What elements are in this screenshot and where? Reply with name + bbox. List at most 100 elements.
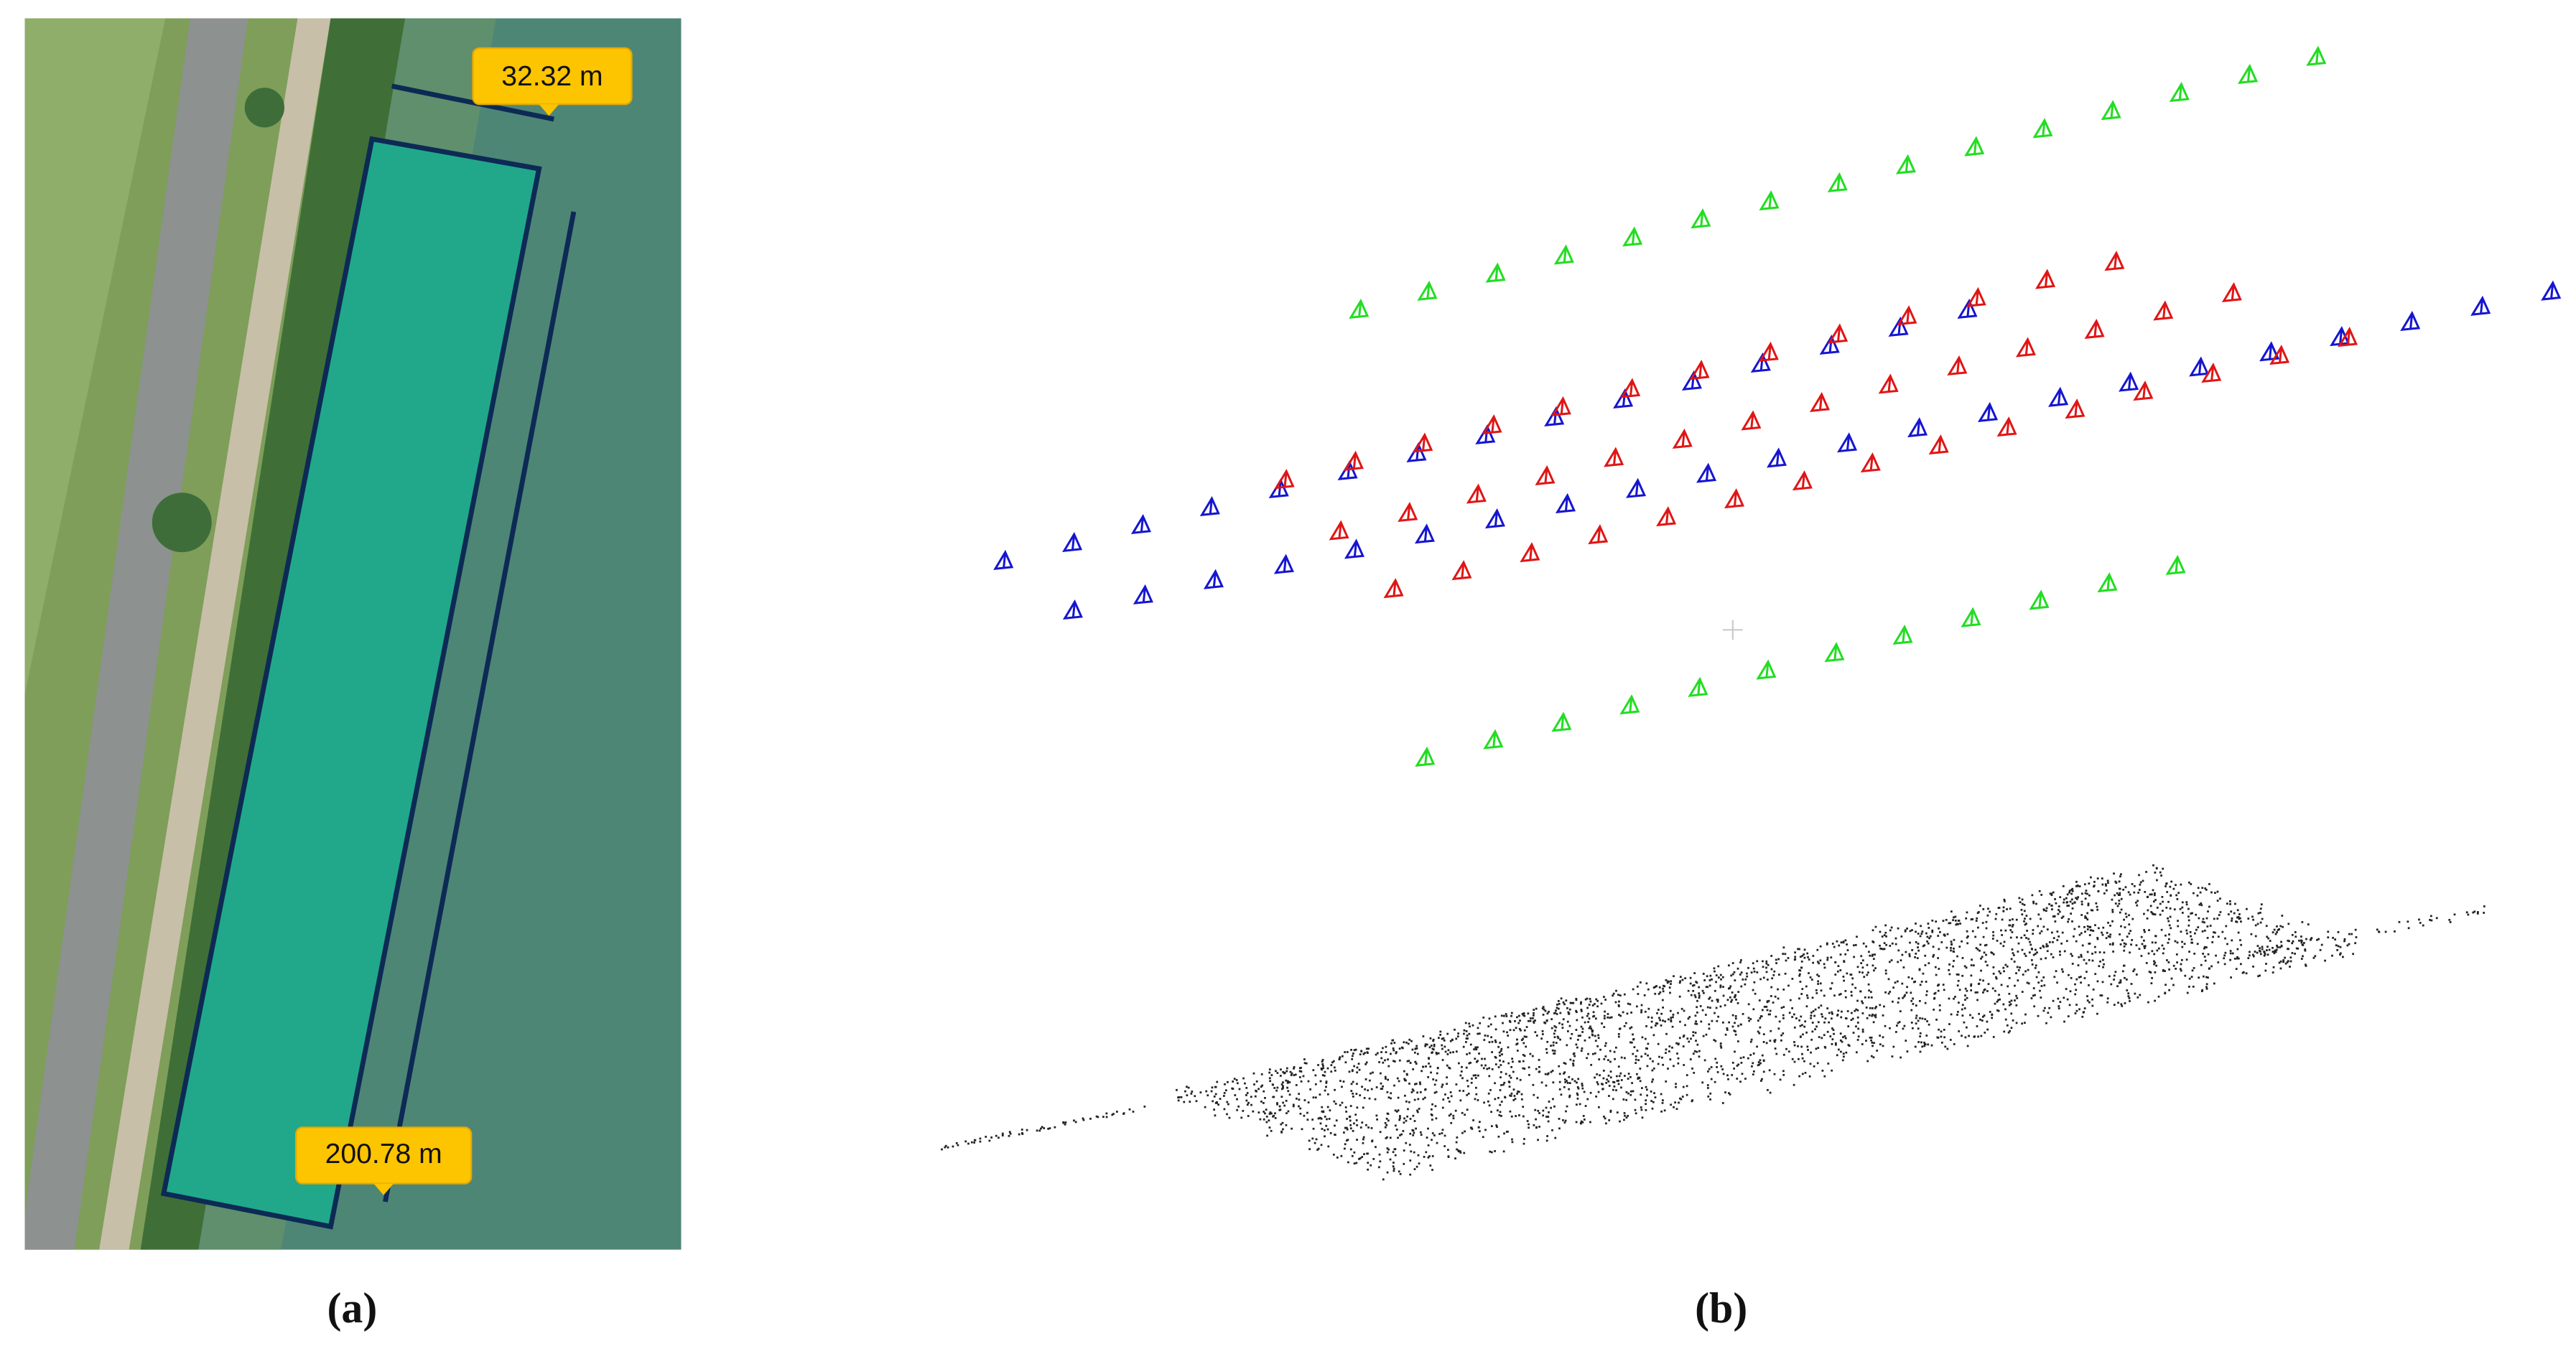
point (2052, 999, 2055, 1002)
point (2119, 981, 2122, 984)
point (2176, 961, 2178, 963)
point (2124, 943, 2127, 946)
point (2172, 984, 2175, 986)
point (2276, 931, 2278, 933)
point (1782, 1014, 1785, 1017)
point (1897, 949, 1900, 952)
point (1533, 1014, 1535, 1017)
point (1974, 991, 1977, 994)
point (2112, 951, 2114, 953)
point (1840, 1050, 1842, 1053)
point (1553, 1105, 1556, 1108)
point (2060, 917, 2063, 919)
point (2065, 988, 2068, 990)
point (2263, 954, 2266, 957)
point (2327, 930, 2330, 933)
point (1643, 994, 1646, 996)
point (2096, 938, 2099, 940)
point (2048, 941, 2051, 943)
point (1918, 968, 1921, 971)
point (1580, 1025, 1583, 1028)
point (1954, 915, 1957, 918)
point (1791, 978, 1794, 980)
point (1617, 1079, 1620, 1082)
point (2213, 931, 2215, 933)
camera (2237, 63, 2259, 84)
point (1359, 1094, 1362, 1097)
point (2205, 946, 2208, 948)
point (1553, 1050, 1556, 1052)
point (1347, 1139, 1349, 1141)
point (1487, 1092, 1490, 1095)
point (1353, 1151, 1356, 1154)
point (2128, 932, 2131, 935)
point (1775, 958, 1777, 961)
point (1512, 1060, 1514, 1063)
point (1186, 1085, 1188, 1088)
point (1334, 1088, 1336, 1091)
point (1349, 1148, 1352, 1151)
point (1994, 1002, 1996, 1005)
point (1416, 1109, 1418, 1112)
point (1994, 989, 1996, 992)
point (1884, 991, 1887, 994)
point (2106, 997, 2109, 1000)
point (1626, 1012, 1629, 1015)
point (2153, 953, 2156, 956)
point (1544, 1022, 1547, 1024)
point (1687, 1017, 1690, 1020)
point (1604, 1055, 1607, 1057)
point (2081, 1015, 2084, 1018)
point (1370, 1164, 1372, 1167)
point (1925, 994, 1928, 996)
point (2108, 943, 2111, 946)
point (1924, 954, 1927, 957)
point (2162, 948, 2165, 950)
point (1946, 933, 1949, 935)
point (1915, 1014, 1918, 1017)
point (2288, 940, 2290, 943)
point (1698, 1055, 1701, 1058)
point (2279, 925, 2282, 928)
point (1749, 1018, 1752, 1020)
point (1709, 974, 1712, 977)
point (2035, 948, 2037, 951)
point (1586, 1007, 1589, 1009)
point (2150, 911, 2153, 913)
point (1299, 1112, 1302, 1115)
point (1902, 966, 1905, 968)
point (1855, 1025, 1857, 1028)
point (1568, 1024, 1571, 1027)
point (1715, 981, 1717, 984)
point (1798, 974, 1801, 977)
point (1807, 1049, 1809, 1051)
point (2229, 952, 2232, 955)
point (1204, 1106, 1206, 1108)
point (1409, 1159, 1412, 1162)
point (1413, 1131, 1415, 1134)
point (1459, 1074, 1462, 1077)
point (1928, 962, 1930, 965)
point (1473, 1048, 1475, 1050)
point (1602, 1077, 1605, 1080)
point (1441, 1106, 1444, 1109)
point (1803, 948, 1806, 951)
camera (1837, 432, 1858, 453)
point (2050, 892, 2053, 895)
point (1856, 1039, 1859, 1041)
point (1912, 1003, 1915, 1005)
point (2089, 929, 2092, 932)
point (1471, 1024, 1474, 1027)
point (1868, 1014, 1871, 1017)
point (2115, 882, 2118, 884)
point (1687, 989, 1690, 992)
point (2215, 954, 2217, 957)
point (2354, 928, 2357, 931)
point (1308, 1139, 1311, 1142)
point (1889, 929, 1892, 932)
point (2175, 968, 2177, 970)
point (1662, 987, 1664, 990)
point (1194, 1095, 1196, 1098)
point (2078, 933, 2081, 936)
point (1430, 1045, 1433, 1047)
